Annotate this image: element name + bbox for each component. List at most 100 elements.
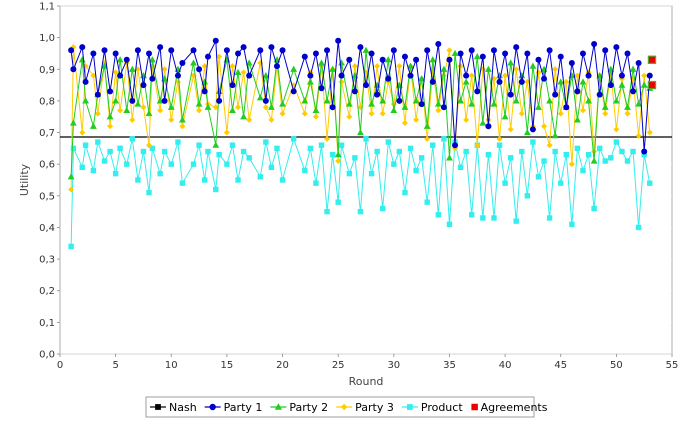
legend-label: Party 2 (289, 401, 328, 414)
data-point-party-2 (629, 65, 637, 72)
data-point-product (602, 158, 608, 164)
data-point-party-3 (624, 110, 631, 117)
data-point-party-3 (446, 47, 453, 54)
data-point-party-2 (496, 72, 503, 79)
data-point-product (580, 167, 586, 174)
data-point-party-2 (290, 65, 298, 72)
data-point-party-3 (335, 158, 342, 165)
data-point-party-2 (190, 59, 197, 66)
data-point-party-3 (338, 78, 345, 85)
data-point-party-3 (301, 110, 308, 117)
data-point-product (70, 145, 77, 152)
data-point-party-3 (374, 63, 381, 70)
data-point-product (552, 148, 558, 155)
data-point-party-3 (324, 135, 331, 142)
data-point-party-1 (196, 66, 203, 73)
data-point-party-1 (618, 72, 625, 79)
data-point-party-2 (512, 97, 520, 104)
data-point-product (569, 221, 575, 227)
data-point-party-3 (112, 69, 119, 76)
data-point-product (224, 161, 230, 167)
data-point-party-2 (329, 65, 337, 72)
data-point-party-2 (368, 100, 375, 107)
x-tick-label: 0 (57, 360, 63, 371)
data-point-product (385, 139, 391, 145)
data-point-party-1 (174, 72, 181, 79)
data-point-party-1 (346, 56, 353, 63)
data-point-party-1 (301, 53, 308, 60)
data-point-party-2 (407, 62, 414, 69)
data-point-party-2 (256, 94, 264, 101)
data-point-party-1 (585, 72, 592, 79)
data-point-party-1 (407, 72, 414, 79)
data-point-party-3 (240, 69, 247, 76)
data-point-product (563, 151, 569, 158)
data-point-party-2 (148, 56, 156, 63)
y-tick-label: 0,6 (39, 160, 55, 171)
series-party-1 (68, 37, 653, 155)
data-point-product (485, 151, 492, 158)
legend-label: Product (421, 401, 463, 414)
data-point-product (430, 142, 436, 148)
data-point-party-1 (212, 37, 219, 44)
data-point-party-3 (496, 135, 503, 142)
data-point-party-1 (568, 59, 575, 66)
data-point-product (502, 180, 508, 186)
data-point-party-1 (157, 44, 164, 51)
data-point-party-3 (196, 107, 203, 114)
data-point-party-2 (128, 65, 136, 72)
data-point-party-2 (301, 97, 309, 104)
data-point-party-1 (149, 75, 156, 82)
data-point-product (402, 189, 408, 196)
data-point-party-1 (307, 72, 314, 79)
data-point-party-1 (146, 50, 153, 57)
data-point-party-2 (338, 59, 345, 66)
data-point-product (363, 136, 369, 142)
x-tick-label: 10 (165, 360, 178, 371)
legend-item-party-3: Party 3 (336, 401, 394, 414)
data-point-product (635, 224, 642, 231)
legend-swatch-marker (155, 404, 161, 410)
x-tick-label: 40 (499, 360, 512, 371)
data-point-party-3 (474, 142, 481, 149)
data-point-product (424, 199, 430, 205)
data-point-party-3 (568, 161, 575, 168)
data-point-party-2 (240, 113, 247, 120)
data-point-party-3 (229, 63, 236, 70)
y-axis-label: Utility (18, 163, 31, 196)
data-point-product (357, 208, 364, 215)
data-point-party-2 (106, 113, 114, 120)
data-point-party-2 (245, 59, 253, 66)
legend-item-nash: Nash (150, 401, 197, 414)
data-point-party-1 (318, 85, 325, 92)
data-point-product (101, 158, 108, 164)
data-point-product (519, 148, 525, 155)
data-point-party-3 (401, 120, 408, 127)
data-point-party-1 (457, 50, 464, 57)
data-point-product (279, 177, 286, 183)
data-point-party-1 (70, 66, 77, 73)
data-point-product (541, 158, 547, 164)
data-point-product (641, 151, 647, 158)
data-point-party-3 (94, 110, 101, 117)
data-point-party-2 (518, 72, 526, 79)
data-point-product (117, 145, 123, 152)
data-point-product (329, 151, 336, 158)
data-point-product (558, 180, 564, 186)
x-tick-label: 20 (276, 360, 289, 371)
data-point-party-1 (240, 44, 247, 51)
data-point-product (107, 148, 113, 155)
data-point-party-1 (429, 78, 436, 85)
data-point-party-2 (612, 97, 620, 104)
legend-swatch-marker (340, 403, 348, 411)
data-point-party-1 (79, 44, 86, 51)
data-point-party-3 (161, 66, 168, 73)
data-point-party-2 (334, 151, 342, 158)
data-point-party-1 (529, 126, 536, 133)
data-point-party-1 (490, 47, 497, 54)
data-point-product (574, 145, 581, 152)
legend-item-agreements: Agreements (471, 401, 548, 414)
data-point-product (324, 208, 330, 215)
data-point-party-2 (195, 100, 203, 107)
